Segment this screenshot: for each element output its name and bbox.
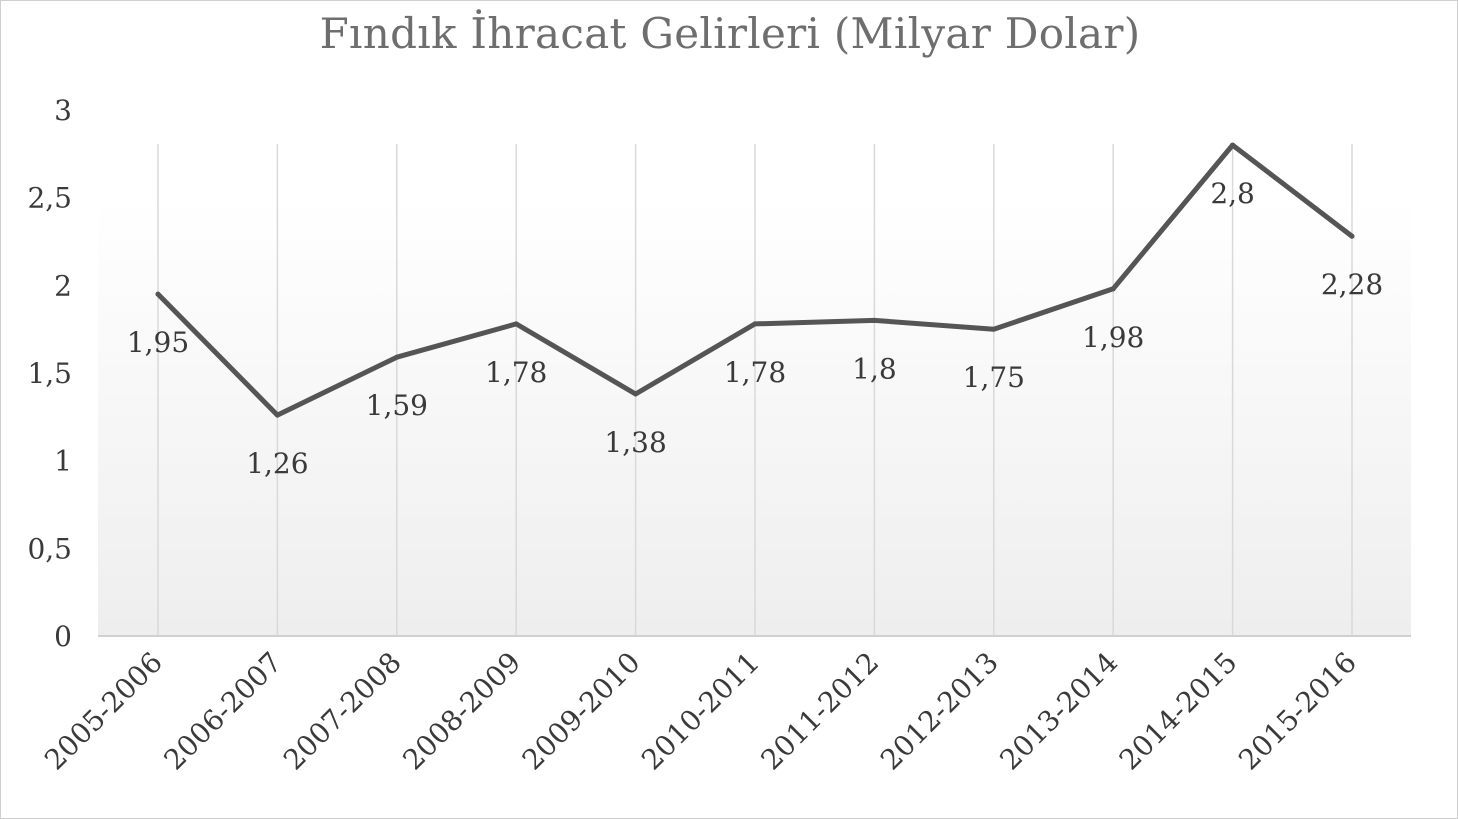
data-point [871, 317, 877, 323]
x-tick-label: 2013-2014 [993, 646, 1124, 777]
x-tick-label: 2010-2011 [635, 646, 766, 777]
y-tick-label: 2 [54, 269, 72, 302]
data-label: 1,75 [963, 361, 1025, 394]
y-tick-label: 2,5 [27, 182, 72, 215]
y-tick-label: 3 [54, 94, 72, 127]
data-point [1230, 142, 1236, 148]
x-tick-label: 2015-2016 [1232, 646, 1363, 777]
data-point [633, 391, 639, 397]
x-tick-label: 2008-2009 [396, 646, 527, 777]
y-tick-label: 0,5 [27, 532, 72, 565]
x-tick-label: 2014-2015 [1113, 646, 1244, 777]
data-label: 2,28 [1321, 268, 1383, 301]
chart-title: Fındık İhracat Gelirleri (Milyar Dolar) [319, 9, 1141, 58]
data-label: 1,59 [366, 389, 428, 422]
data-label: 1,26 [246, 447, 308, 480]
x-tick-label: 2006-2007 [158, 646, 289, 777]
data-label: 1,8 [852, 352, 897, 385]
y-tick-label: 0 [54, 620, 72, 653]
data-label: 1,38 [604, 426, 666, 459]
data-point [394, 354, 400, 360]
data-point [991, 326, 997, 332]
x-tick-label: 2012-2013 [874, 646, 1005, 777]
x-tick-label: 2009-2010 [516, 646, 647, 777]
data-label: 2,8 [1210, 177, 1255, 210]
y-tick-label: 1,5 [27, 357, 72, 390]
x-tick-label: 2005-2006 [38, 646, 169, 777]
data-point [752, 321, 758, 327]
data-point [1110, 286, 1116, 292]
x-tick-label: 2007-2008 [277, 646, 408, 777]
data-point [1349, 233, 1355, 239]
y-tick-label: 1 [54, 445, 72, 478]
data-label: 1,78 [485, 356, 547, 389]
data-point [513, 321, 519, 327]
data-label: 1,95 [127, 326, 189, 359]
x-tick-label: 2011-2012 [755, 646, 886, 777]
data-point [274, 412, 280, 418]
data-label: 1,78 [724, 356, 786, 389]
data-point [155, 291, 161, 297]
data-label: 1,98 [1082, 321, 1144, 354]
